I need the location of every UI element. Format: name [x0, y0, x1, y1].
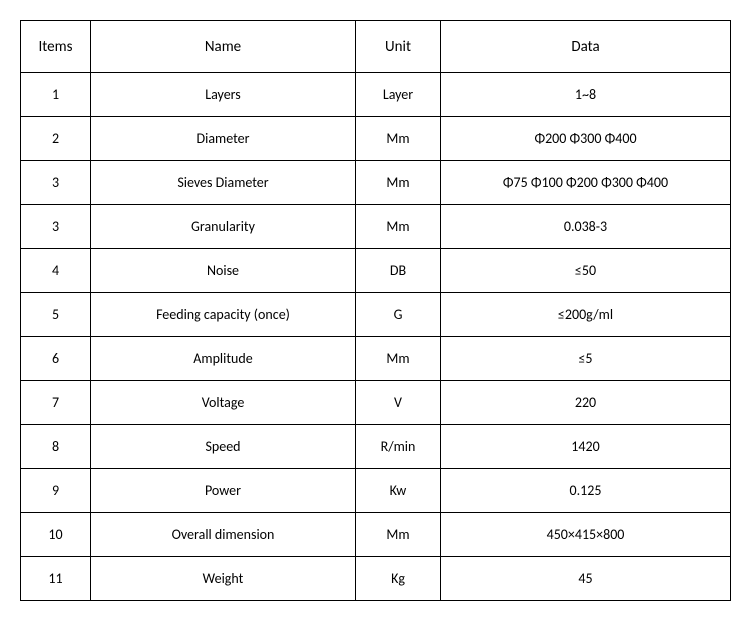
cell-items: 11	[21, 557, 91, 601]
table-row: 3 Sieves Diameter Mm Φ75 Φ100 Φ200 Φ300 …	[21, 161, 731, 205]
cell-unit: Mm	[356, 205, 441, 249]
cell-items: 1	[21, 73, 91, 117]
table-row: 6 Amplitude Mm ≤5	[21, 337, 731, 381]
cell-unit: Kg	[356, 557, 441, 601]
col-header-name: Name	[91, 21, 356, 73]
cell-name: Amplitude	[91, 337, 356, 381]
cell-unit: G	[356, 293, 441, 337]
cell-data: 45	[441, 557, 731, 601]
cell-data: ≤50	[441, 249, 731, 293]
table-row: 10 Overall dimension Mm 450×415×800	[21, 513, 731, 557]
col-header-unit: Unit	[356, 21, 441, 73]
cell-data: 1420	[441, 425, 731, 469]
table-row: 7 Voltage V 220	[21, 381, 731, 425]
cell-data: 0.038-3	[441, 205, 731, 249]
cell-data: 220	[441, 381, 731, 425]
cell-unit: Layer	[356, 73, 441, 117]
cell-name: Speed	[91, 425, 356, 469]
table-row: 8 Speed R/min 1420	[21, 425, 731, 469]
cell-name: Granularity	[91, 205, 356, 249]
cell-name: Layers	[91, 73, 356, 117]
cell-data: Φ75 Φ100 Φ200 Φ300 Φ400	[441, 161, 731, 205]
cell-unit: R/min	[356, 425, 441, 469]
cell-name: Diameter	[91, 117, 356, 161]
cell-name: Sieves Diameter	[91, 161, 356, 205]
table-row: 1 Layers Layer 1~8	[21, 73, 731, 117]
spec-table: Items Name Unit Data 1 Layers Layer 1~8 …	[20, 20, 731, 601]
cell-unit: Mm	[356, 117, 441, 161]
cell-data: 0.125	[441, 469, 731, 513]
cell-unit: Mm	[356, 513, 441, 557]
cell-unit: Kw	[356, 469, 441, 513]
cell-items: 9	[21, 469, 91, 513]
cell-unit: V	[356, 381, 441, 425]
cell-items: 8	[21, 425, 91, 469]
cell-unit: Mm	[356, 161, 441, 205]
cell-items: 4	[21, 249, 91, 293]
cell-data: 450×415×800	[441, 513, 731, 557]
table-row: 2 Diameter Mm Φ200 Φ300 Φ400	[21, 117, 731, 161]
cell-name: Overall dimension	[91, 513, 356, 557]
cell-name: Power	[91, 469, 356, 513]
cell-items: 7	[21, 381, 91, 425]
table-row: 4 Noise DB ≤50	[21, 249, 731, 293]
cell-items: 10	[21, 513, 91, 557]
col-header-data: Data	[441, 21, 731, 73]
cell-name: Noise	[91, 249, 356, 293]
table-row: 11 Weight Kg 45	[21, 557, 731, 601]
cell-unit: DB	[356, 249, 441, 293]
cell-data: Φ200 Φ300 Φ400	[441, 117, 731, 161]
cell-items: 6	[21, 337, 91, 381]
cell-unit: Mm	[356, 337, 441, 381]
table-header-row: Items Name Unit Data	[21, 21, 731, 73]
table-row: 5 Feeding capacity (once) G ≤200g/ml	[21, 293, 731, 337]
cell-data: ≤5	[441, 337, 731, 381]
table-row: 9 Power Kw 0.125	[21, 469, 731, 513]
col-header-items: Items	[21, 21, 91, 73]
cell-name: Voltage	[91, 381, 356, 425]
cell-items: 3	[21, 205, 91, 249]
cell-data: ≤200g/ml	[441, 293, 731, 337]
cell-name: Weight	[91, 557, 356, 601]
cell-name: Feeding capacity (once)	[91, 293, 356, 337]
cell-items: 3	[21, 161, 91, 205]
table-row: 3 Granularity Mm 0.038-3	[21, 205, 731, 249]
cell-data: 1~8	[441, 73, 731, 117]
cell-items: 2	[21, 117, 91, 161]
cell-items: 5	[21, 293, 91, 337]
